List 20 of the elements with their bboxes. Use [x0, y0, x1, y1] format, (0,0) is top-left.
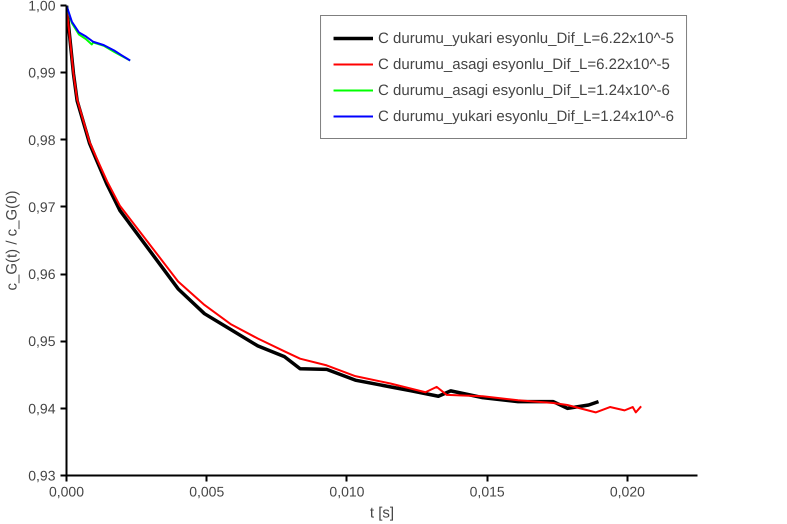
legend-label: C durumu_yukari esyonlu_Dif_L=6.22x10^-5 — [378, 30, 674, 46]
legend-label: C durumu_yukari esyonlu_Dif_L=1.24x10^-6 — [378, 108, 674, 124]
y-tick-label: 0,93 — [28, 468, 56, 484]
x-tick-label: 0,000 — [48, 484, 84, 500]
y-tick-label: 0,95 — [28, 333, 56, 350]
x-tick-label: 0,005 — [189, 484, 224, 500]
line-series — [66, 6, 132, 62]
y-tick-label: 0,97 — [28, 198, 56, 215]
y-tick-label: 0,96 — [28, 266, 56, 282]
y-tick-label: 0,99 — [28, 64, 56, 81]
y-tick-label: 0,94 — [28, 400, 56, 416]
x-tick-label: 0,010 — [329, 484, 365, 500]
x-axis-title: t [s] — [370, 504, 394, 522]
x-tick-label: 0,020 — [610, 484, 646, 500]
x-tick-label: 0,015 — [470, 484, 505, 500]
legend-label: C durumu_asagi esyonlu_Dif_L=1.24x10^-6 — [378, 82, 670, 98]
y-axis-title: c_G(t) / c_G(0) — [3, 190, 20, 291]
y-tick-label: 0,98 — [28, 132, 56, 148]
legend-label: C durumu_asagi esyonlu_Dif_L=6.22x10^-5 — [378, 56, 670, 72]
y-tick-label: 1,00 — [28, 0, 56, 14]
